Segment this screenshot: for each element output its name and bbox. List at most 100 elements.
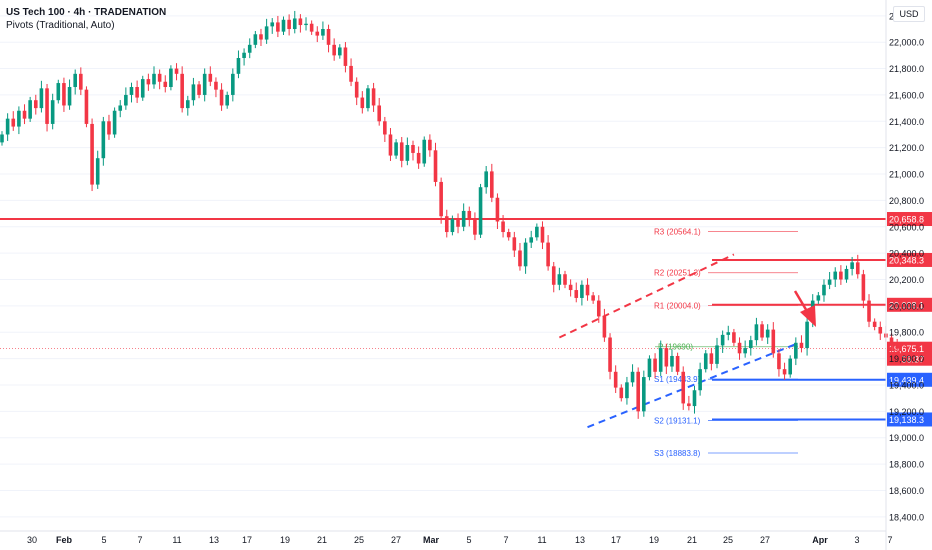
y-tick-label: 19,600.0 [889, 354, 924, 364]
y-tick-label: 21,600.0 [889, 90, 924, 100]
candle-body [535, 226, 539, 238]
x-tick-label: 21 [687, 535, 697, 545]
candle-body [135, 87, 139, 98]
trend-channel [558, 253, 797, 429]
countdown-text: 56:37 [901, 355, 924, 365]
candle-body [383, 121, 387, 135]
candle-body [748, 340, 753, 349]
x-tick-label: 5 [101, 535, 106, 545]
x-tick-label: 11 [172, 535, 181, 545]
candle-body [84, 89, 89, 124]
candle-body [467, 210, 472, 219]
candle-body [236, 58, 241, 74]
candle-body [338, 47, 342, 56]
candle-body [304, 23, 308, 26]
level-price-tag [887, 212, 932, 227]
candle-body [366, 88, 370, 109]
candle-body [664, 348, 669, 367]
candle-body [630, 371, 635, 383]
pivot-label: R2 (20251.3) [654, 269, 701, 278]
candle-body [180, 73, 184, 109]
candle-body [0, 134, 4, 143]
candle-body [90, 123, 94, 185]
candle-body [163, 81, 168, 88]
candle-body [28, 100, 32, 119]
candle-body [715, 345, 719, 364]
pivot-label: R1 (20004.0) [654, 301, 701, 310]
candle-body [50, 100, 55, 124]
candle-body [112, 110, 117, 135]
pivot-label: R3 (20564.1) [654, 227, 701, 236]
candle-body [478, 187, 483, 235]
channel-upper-line [558, 253, 735, 339]
candle-body [574, 290, 579, 298]
candle-body [889, 337, 894, 346]
x-tick-label: 30 [27, 535, 37, 545]
candle-body [11, 118, 16, 127]
candle-body [799, 342, 804, 349]
candle-body [591, 295, 595, 301]
candle-body [788, 358, 792, 375]
pivot-lines: R3 (20564.1) R2 (20251.3) R1 (20004.0) P (1… [654, 227, 798, 458]
candle-body [878, 326, 883, 334]
symbol-title[interactable]: US Tech 100 · 4h · TRADENATION [6, 7, 167, 18]
candle-body [698, 369, 702, 391]
candle-body [5, 118, 10, 135]
y-tick-label: 22,000.0 [889, 38, 924, 48]
candle-body [45, 88, 49, 124]
candle-body [540, 226, 545, 243]
y-tick-label: 20,800.0 [889, 196, 924, 206]
candle-body [388, 134, 393, 156]
candlesticks [0, 10, 899, 419]
price-axis[interactable]: 22,200.022,000.021,800.021,600.021,400.0… [885, 0, 924, 550]
indicator-label[interactable]: Pivots (Traditional, Auto) [6, 20, 115, 31]
candle-body [484, 171, 488, 188]
pivot-label: S3 (18883.8) [654, 449, 701, 458]
y-tick-label: 18,800.0 [889, 460, 924, 470]
candle-body [321, 29, 325, 36]
x-tick-label: 13 [209, 535, 219, 545]
candle-body [118, 105, 123, 111]
y-tick-label: 18,400.0 [889, 512, 924, 522]
y-tick-label: 18,600.0 [889, 486, 924, 496]
candle-body [315, 31, 320, 36]
candle-body [107, 121, 111, 135]
y-tick-label: 21,000.0 [889, 170, 924, 180]
candle-body [174, 68, 179, 74]
level-price-tag [887, 252, 932, 267]
candle-body [506, 232, 511, 238]
currency-button[interactable]: USD [893, 6, 925, 22]
x-tick-label: 17 [611, 535, 621, 545]
channel-lower-line [587, 343, 797, 429]
x-tick-label: 7 [137, 535, 142, 545]
candle-body [22, 110, 27, 119]
candle-body [242, 52, 246, 59]
candle-body [270, 22, 275, 27]
candle-body [124, 94, 128, 106]
candle-body [101, 121, 106, 159]
candle-body [816, 295, 821, 301]
candle-body [394, 142, 398, 156]
candle-body [557, 274, 562, 285]
candle-body [456, 218, 460, 227]
candle-body [281, 19, 286, 32]
level-price-tag [887, 297, 932, 312]
time-axis[interactable]: 30 Feb 5 7 11 13 17 19 21 25 27 Mar 5 7 11 13 17 19 21 25 27… [0, 530, 893, 545]
candle-body [642, 377, 646, 412]
x-tick-label: 11 [537, 535, 546, 545]
candle-body [794, 342, 798, 359]
candle-body [62, 83, 66, 106]
candle-body [585, 284, 590, 296]
candle-body [450, 218, 455, 233]
candle-body [855, 262, 860, 275]
candle-body [551, 266, 556, 285]
bearish-arrow [793, 290, 816, 327]
level-price-text: 20,658.8 [889, 215, 924, 225]
candle-body [580, 284, 584, 298]
x-tick-label: 19 [280, 535, 290, 545]
candle-body [737, 342, 742, 354]
x-tick-label: Feb [56, 535, 73, 545]
candle-body [833, 271, 838, 280]
candle-body [490, 171, 494, 198]
